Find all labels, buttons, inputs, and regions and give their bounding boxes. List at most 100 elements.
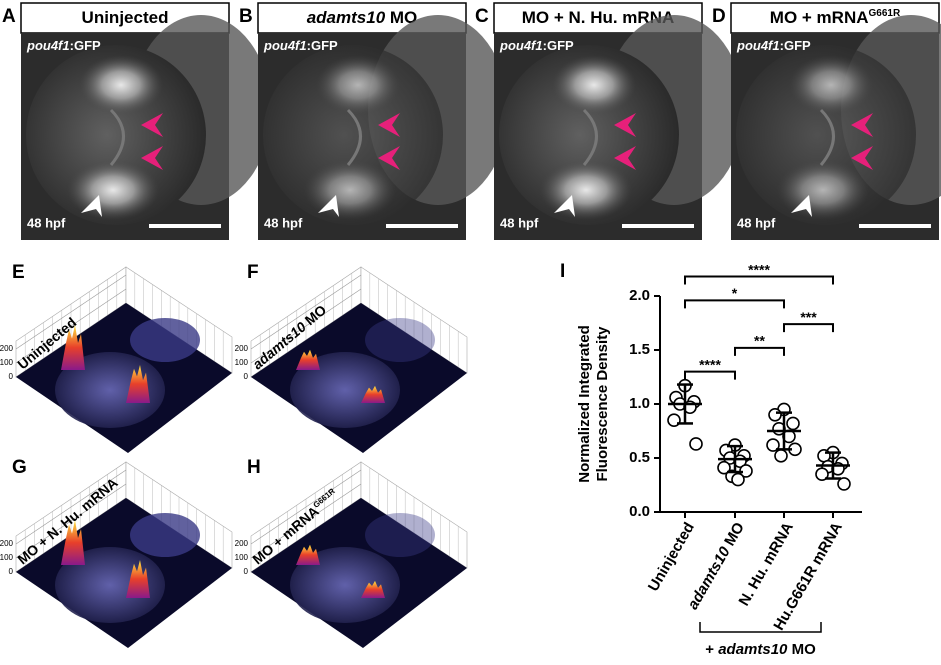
intensity-peak (61, 520, 85, 565)
significance-bracket (684, 299, 785, 309)
eye (540, 160, 632, 220)
data-point (731, 472, 745, 487)
reporter-label-part: :GFP (307, 38, 338, 53)
dot-plot: I Normalized Integrated Fluorescence Densi… (560, 261, 862, 658)
z-tick-label: 0 (244, 567, 249, 576)
data-point (768, 407, 782, 422)
data-point (815, 467, 829, 482)
reporter-label-part: pou4f1 (499, 38, 543, 53)
midline (109, 108, 125, 166)
significance-label: *** (800, 309, 817, 325)
image-panel: A Uninjected pou4f1:GFP 48 hpf (2, 2, 271, 240)
data-point (717, 460, 731, 475)
eye (304, 160, 396, 220)
z-tick-label: 0 (9, 567, 14, 576)
arrowhead (851, 113, 873, 137)
z-tick-label: 0 (9, 372, 14, 381)
panel-title-part: G661R (869, 8, 901, 19)
image-panel: C MO + N. Hu. mRNA pou4f1:GFP 48 hpf (475, 2, 744, 240)
arrowhead (378, 146, 400, 170)
arrowhead (378, 113, 400, 137)
z-grid-line (250, 483, 362, 559)
z-tick-label: 100 (0, 553, 14, 562)
z-grid-line (250, 274, 362, 350)
stage-label: 48 hpf (737, 215, 776, 230)
reporter-label-part: pou4f1 (26, 38, 70, 53)
panel-letter: F (247, 262, 259, 283)
z-tick-label: 200 (235, 539, 249, 548)
significance-bracket (783, 323, 834, 333)
panel-title: Uninjected (82, 8, 169, 27)
reporter-label: pou4f1:GFP (499, 38, 574, 53)
z-grid-line (15, 274, 127, 350)
panel-title-part: MO (385, 8, 417, 27)
z-grid-line (250, 288, 362, 364)
x-tick-label-part: Uninjected (645, 519, 698, 594)
z-tick-label: 100 (235, 358, 249, 367)
y-tick-label: 1.0 (629, 395, 650, 412)
scale-bar (622, 224, 694, 228)
surface (130, 513, 200, 557)
surface (55, 352, 165, 428)
arrowhead (614, 146, 636, 170)
significance-bracket (684, 275, 834, 285)
panel-letter: D (712, 6, 726, 27)
reporter-label: pou4f1:GFP (736, 38, 811, 53)
panel-title: MO + N. Hu. mRNA (522, 8, 675, 27)
surface (290, 547, 400, 623)
reporter-label-part: pou4f1 (736, 38, 780, 53)
panel-letter: B (239, 6, 253, 27)
intensity-peak (61, 325, 85, 370)
group-label-part: adamts10 (718, 641, 788, 658)
z-tick-label: 200 (0, 344, 14, 353)
panel-letter: C (475, 6, 489, 27)
panel-letter: E (12, 262, 25, 283)
significance-label: * (732, 285, 738, 301)
z-tick-label: 0 (244, 372, 249, 381)
data-point (766, 438, 780, 452)
group-label-part: + (705, 641, 718, 658)
scale-bar (386, 224, 458, 228)
panel-title: MO + mRNAG661R (770, 8, 901, 27)
x-tick-label-part: adamts10 (684, 543, 734, 612)
panel-title-part: adamts10 (307, 8, 386, 27)
scale-bar (859, 224, 931, 228)
panel-title-part: MO + N. Hu. mRNA (522, 8, 675, 27)
panel-letter: I (560, 261, 565, 282)
arrowhead (318, 195, 339, 217)
group-bracket (699, 622, 822, 633)
significance-bracket (734, 346, 785, 356)
z-tick-label: 200 (0, 539, 14, 548)
z-grid-line (15, 483, 127, 559)
y-axis-label: Normalized Integrated (576, 325, 593, 483)
x-tick-label-part: MO (719, 519, 748, 552)
intensity-peak (296, 544, 320, 565)
arrowhead (614, 113, 636, 137)
intensity-peak (361, 385, 385, 403)
eye (79, 55, 163, 115)
panel-letter: A (2, 6, 16, 27)
z-grid-line (15, 469, 127, 545)
significance-label: ** (754, 333, 765, 349)
data-point (837, 477, 851, 491)
image-panel: D MO + mRNAG661R pou4f1:GFP 48 hpf (712, 2, 941, 240)
stage-label: 48 hpf (500, 215, 539, 230)
reporter-label-part: :GFP (543, 38, 574, 53)
intensity-peak (126, 365, 150, 403)
intensity-peak (126, 560, 150, 598)
significance-bracket (684, 370, 736, 380)
reporter-label-part: :GFP (70, 38, 101, 53)
panel-letter: H (247, 457, 261, 478)
arrowhead (554, 195, 575, 217)
group-label: + adamts10 MO (705, 641, 816, 658)
stage-label: 48 hpf (264, 215, 303, 230)
group-label-part: MO (787, 641, 816, 658)
data-point (774, 449, 788, 463)
eye (789, 55, 873, 115)
y-tick-label: 2.0 (629, 287, 650, 304)
